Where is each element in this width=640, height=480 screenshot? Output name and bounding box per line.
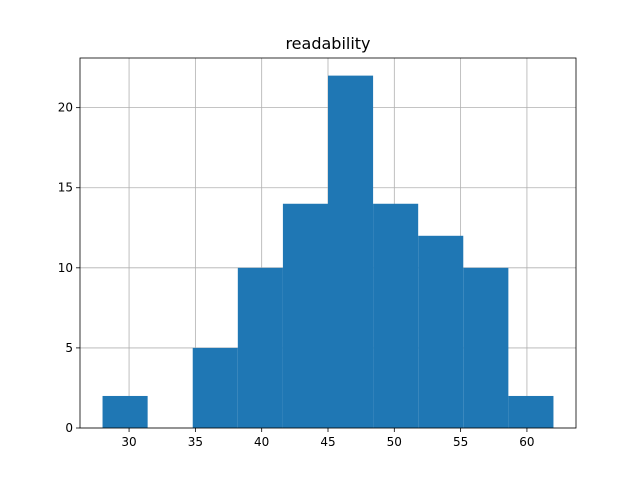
histogram-bar xyxy=(418,235,464,428)
histogram-bar xyxy=(192,347,238,428)
x-tick-label: 30 xyxy=(121,435,136,449)
y-tick-label: 0 xyxy=(65,421,73,435)
y-tick-label: 20 xyxy=(58,101,73,115)
x-tick-label: 45 xyxy=(320,435,335,449)
axis-ticks: 30 35 40 45 50 55 60 0 5 10 15 20 xyxy=(58,101,535,449)
x-tick-label: 60 xyxy=(519,435,534,449)
x-tick-label: 40 xyxy=(254,435,269,449)
x-tick-label: 55 xyxy=(453,435,468,449)
chart-title: readability xyxy=(285,34,370,53)
histogram-bar xyxy=(508,395,554,428)
histogram-bar xyxy=(328,75,374,428)
histogram-bar xyxy=(102,395,148,428)
histogram-bar xyxy=(237,267,283,428)
x-tick-label: 50 xyxy=(387,435,402,449)
y-tick-label: 15 xyxy=(58,181,73,195)
histogram-bar xyxy=(282,203,328,428)
x-tick-label: 35 xyxy=(188,435,203,449)
y-tick-label: 10 xyxy=(58,261,73,275)
histogram-bar xyxy=(463,267,509,428)
y-tick-label: 5 xyxy=(65,341,73,355)
histogram-bars xyxy=(102,75,554,428)
histogram-bar xyxy=(373,203,419,428)
